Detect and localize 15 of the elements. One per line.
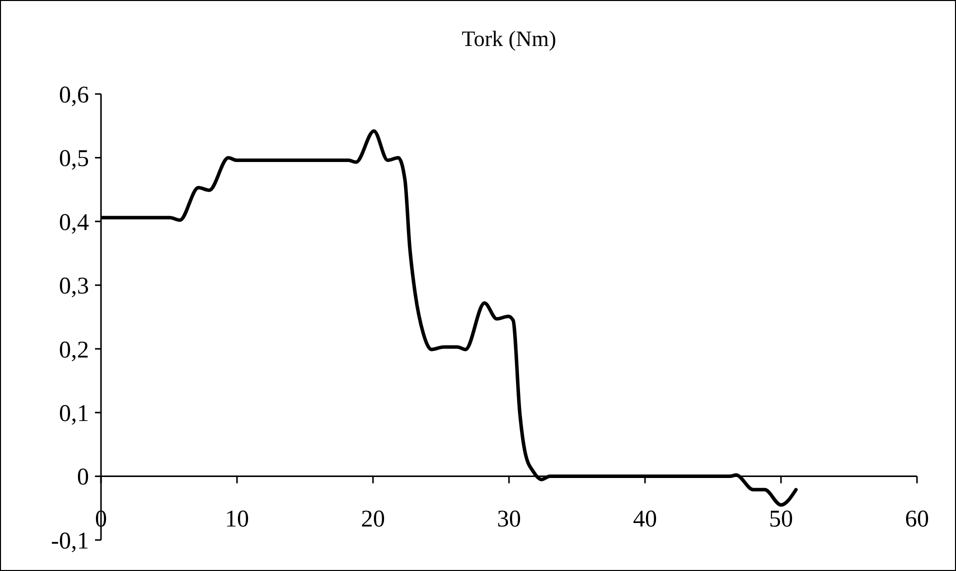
x-tick-label: 10 (225, 506, 249, 532)
y-tick-label: 0,2 (59, 337, 89, 364)
y-tick-label: 0 (77, 464, 89, 491)
x-tick-label: 40 (633, 506, 657, 532)
y-tick-label: -0,1 (51, 528, 89, 554)
y-tick-label: 0,1 (59, 400, 89, 427)
y-tick-label: 0,3 (59, 274, 89, 300)
y-tick-label: 0,6 (59, 82, 89, 108)
y-tick-label: 0,5 (59, 146, 89, 172)
chart-title: Tork (Nm) (462, 26, 556, 51)
x-tick-label: 20 (361, 506, 385, 532)
x-tick-label: 30 (497, 506, 521, 532)
y-tick-label: 0,4 (59, 210, 89, 236)
x-tick-label: 50 (769, 506, 793, 532)
x-tick-label: 60 (905, 506, 929, 532)
